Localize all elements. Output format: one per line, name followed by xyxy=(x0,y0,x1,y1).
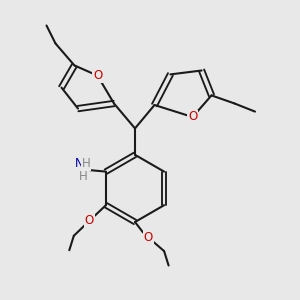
Text: O: O xyxy=(144,231,153,244)
Text: O: O xyxy=(188,110,197,124)
Text: O: O xyxy=(93,69,102,82)
Text: H: H xyxy=(81,157,90,170)
Text: H: H xyxy=(78,170,87,183)
Text: O: O xyxy=(85,214,94,227)
Text: N: N xyxy=(74,157,83,170)
